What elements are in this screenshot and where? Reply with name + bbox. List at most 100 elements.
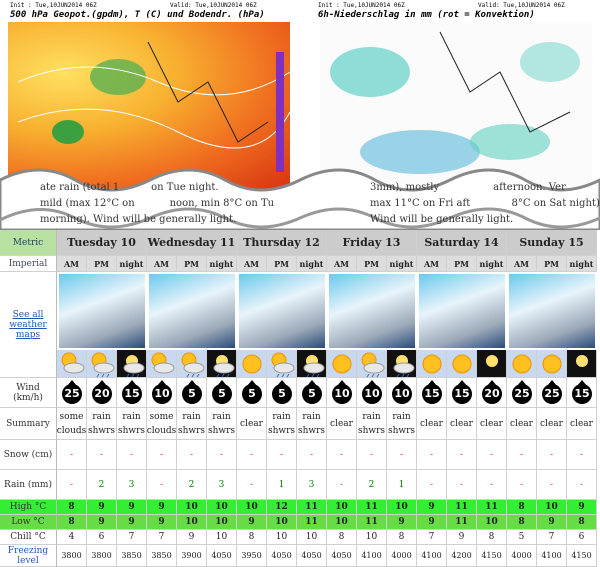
wind-speed: 5 (248, 387, 256, 400)
wind-arrow (392, 380, 412, 404)
wind-speed: 25 (544, 387, 560, 400)
low-cell: 8 (57, 515, 87, 530)
rain-cell: - (447, 470, 477, 500)
wind-cell (507, 378, 537, 408)
wind-speed: 15 (454, 387, 470, 400)
wind-speed: 15 (574, 387, 590, 400)
weather-icon (242, 354, 262, 374)
period-header: night (477, 256, 507, 272)
rain-cell: - (507, 470, 537, 500)
wind-speed: 10 (364, 387, 380, 400)
period-header: PM (447, 256, 477, 272)
low-cell: 10 (267, 515, 297, 530)
low-cell: 9 (387, 515, 417, 530)
weather-icon (213, 355, 235, 378)
wind-arrow (62, 380, 82, 404)
weather-icon (123, 355, 145, 378)
low-cell: 9 (417, 515, 447, 530)
wind-speed: 20 (94, 387, 110, 400)
freezing-cell: 3800 (87, 545, 117, 567)
freezing-cell: 4000 (507, 545, 537, 567)
wind-speed: 10 (154, 387, 170, 400)
map-init: Init : Tue,10JUN2014 06Z (318, 2, 405, 9)
rain-cell: 2 (87, 470, 117, 500)
rain-cell: - (57, 470, 87, 500)
freezing-cell: 3950 (237, 545, 267, 567)
snow-cell: - (417, 440, 447, 470)
forecast-map (507, 272, 597, 350)
chill-cell: 7 (117, 530, 147, 545)
geopotential-map (8, 22, 291, 192)
rain-cell: - (537, 470, 567, 500)
chill-cell: 6 (87, 530, 117, 545)
high-cell: 10 (387, 500, 417, 515)
high-cell: 10 (237, 500, 267, 515)
summary-cell: rain shwrs (177, 408, 207, 440)
wind-speed: 5 (218, 387, 226, 400)
snow-cell: - (117, 440, 147, 470)
high-cell: 9 (567, 500, 597, 515)
freezing-cell: 4000 (387, 545, 417, 567)
summary-cell: rain shwrs (297, 408, 327, 440)
rain-cell: - (327, 470, 357, 500)
rain-cell: 1 (267, 470, 297, 500)
high-cell: 9 (87, 500, 117, 515)
maps-link[interactable]: See all weather maps (0, 272, 57, 378)
freezing-cell: 3850 (147, 545, 177, 567)
metric-toggle[interactable]: Metric (0, 230, 57, 256)
period-header: PM (177, 256, 207, 272)
high-cell: 10 (537, 500, 567, 515)
rain-cell: - (147, 470, 177, 500)
snow-cell: - (147, 440, 177, 470)
chill-cell: 8 (237, 530, 267, 545)
snow-cell: - (207, 440, 237, 470)
wind-speed: 10 (394, 387, 410, 400)
rain-cell: - (477, 470, 507, 500)
freezing-cell: 4050 (297, 545, 327, 567)
day-header: Thursday 12 (237, 230, 327, 256)
chill-cell: 6 (567, 530, 597, 545)
snow-cell: - (237, 440, 267, 470)
row-label: High °C (0, 500, 57, 515)
freezing-cell: 3900 (177, 545, 207, 567)
weather-icon (452, 354, 472, 374)
period-header: PM (87, 256, 117, 272)
chill-cell: 5 (507, 530, 537, 545)
wind-speed: 5 (278, 387, 286, 400)
map-overlay (17, 41, 291, 172)
summary-cell: clear (417, 408, 447, 440)
wind-speed: 15 (124, 387, 140, 400)
row-label: Wind (km/h) (0, 378, 57, 408)
weather-icon (271, 352, 295, 378)
wind-speed: 25 (64, 387, 80, 400)
period-header: AM (417, 256, 447, 272)
wind-cell (177, 378, 207, 408)
row-label: Low °C (0, 515, 57, 530)
day-header: Saturday 14 (417, 230, 507, 256)
rain-cell: 3 (207, 470, 237, 500)
freezing-cell: 4100 (357, 545, 387, 567)
rain-cell: 1 (387, 470, 417, 500)
high-cell: 12 (267, 500, 297, 515)
low-cell: 9 (237, 515, 267, 530)
wind-cell (117, 378, 147, 408)
row-label: Chill °C (0, 530, 57, 545)
summary-cell: rain shwrs (387, 408, 417, 440)
wind-arrow (242, 380, 262, 404)
high-cell: 9 (417, 500, 447, 515)
period-header: AM (237, 256, 267, 272)
forecast-map (327, 272, 417, 350)
wind-arrow (572, 380, 592, 404)
wind-arrow (92, 380, 112, 404)
rain-cell: 2 (357, 470, 387, 500)
map-init: Init : Tue,10JUN2014 06Z (10, 2, 97, 9)
period-header: PM (537, 256, 567, 272)
imperial-toggle[interactable]: Imperial (0, 256, 57, 272)
summary-cell: rain shwrs (207, 408, 237, 440)
wind-cell (387, 378, 417, 408)
wind-arrow (302, 380, 322, 404)
low-cell: 10 (477, 515, 507, 530)
freezing-cell: 4150 (477, 545, 507, 567)
wind-arrow (332, 380, 352, 404)
